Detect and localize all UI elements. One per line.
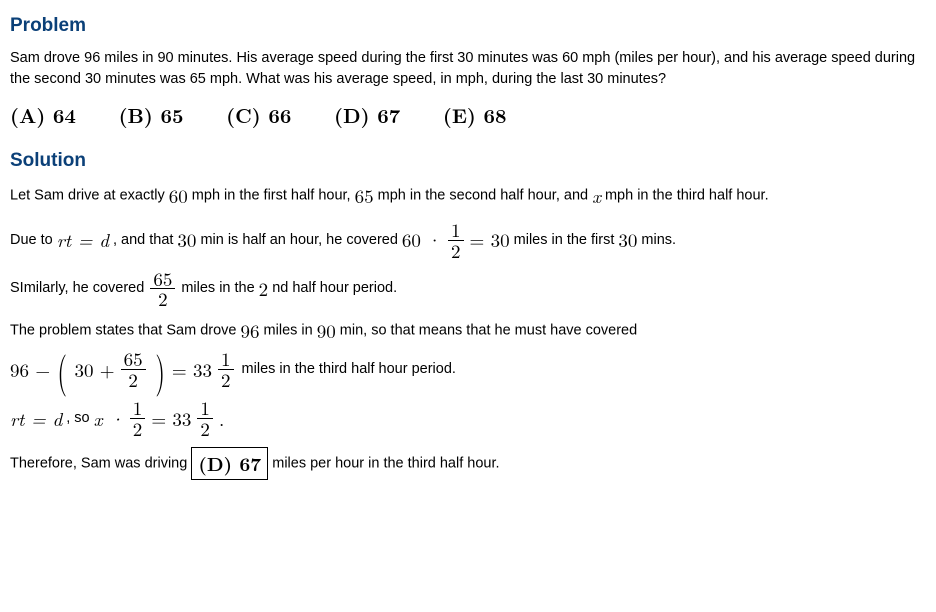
choice-d: (D) 67 bbox=[334, 100, 400, 129]
solution-heading: Solution bbox=[10, 147, 926, 175]
choice-e: (E) 68 bbox=[443, 100, 507, 129]
choice-a: (A) 64 bbox=[10, 100, 76, 129]
answer-choices: (A) 64 (B) 65 (C) 66 (D) 67 (E) 68 bbox=[10, 100, 926, 129]
solution-line-1: Let Sam drive at exactly 60 mph in the f… bbox=[10, 182, 926, 210]
solution-line-5: rt = d, so x · 12 = 3312. bbox=[10, 398, 926, 439]
choice-b: (B) 65 bbox=[119, 100, 184, 129]
solution-line-2: Due to rt = d, and that 30 min is half a… bbox=[10, 220, 926, 261]
solution-line-4b: 96 − ( 30 + 652 ) = 3312 miles in the th… bbox=[10, 349, 926, 390]
solution-line-6: Therefore, Sam was driving (D) 67 miles … bbox=[10, 447, 926, 481]
problem-text: Sam drove 96 miles in 90 minutes. His av… bbox=[10, 48, 926, 90]
solution-line-4a: The problem states that Sam drove 96 mil… bbox=[10, 317, 926, 345]
boxed-answer: (D) 67 bbox=[191, 447, 268, 481]
solution-line-3: SImilarly, he covered 652 miles in the 2… bbox=[10, 269, 926, 310]
problem-heading: Problem bbox=[10, 12, 926, 40]
choice-c: (C) 66 bbox=[226, 100, 291, 129]
